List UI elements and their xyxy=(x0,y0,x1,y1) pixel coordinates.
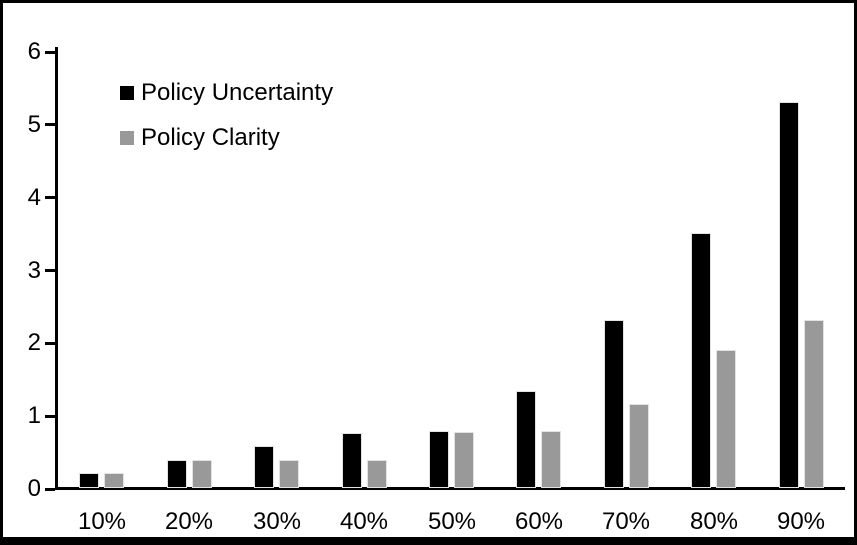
legend-label-policy-uncertainty: Policy Uncertainty xyxy=(141,79,334,106)
bar-policy-uncertainty-70% xyxy=(604,320,624,488)
bar-policy-uncertainty-10% xyxy=(79,473,99,488)
bar-policy-uncertainty-50% xyxy=(429,431,449,488)
x-tick-label-10%: 10% xyxy=(77,508,127,535)
bar-policy-uncertainty-20% xyxy=(167,460,187,488)
x-tick-label-80%: 80% xyxy=(689,508,739,535)
x-tick-label-50%: 50% xyxy=(427,508,477,535)
bar-policy-clarity-20% xyxy=(192,460,212,488)
x-tick-label-70%: 70% xyxy=(601,508,651,535)
legend-item-policy-clarity: Policy Clarity xyxy=(120,124,333,152)
bar-policy-uncertainty-60% xyxy=(516,391,536,488)
y-tick-mark xyxy=(45,123,55,127)
bar-policy-uncertainty-30% xyxy=(254,446,274,488)
bar-policy-clarity-10% xyxy=(104,473,124,488)
y-tick-label-2: 2 xyxy=(27,329,41,357)
y-tick-mark xyxy=(45,50,55,54)
bar-policy-clarity-50% xyxy=(454,432,474,488)
x-axis-line xyxy=(55,487,845,490)
y-tick-mark xyxy=(45,414,55,418)
y-tick-label-3: 3 xyxy=(27,256,41,284)
y-tick-mark xyxy=(45,196,55,200)
legend-label-policy-clarity: Policy Clarity xyxy=(141,124,280,151)
bar-policy-clarity-30% xyxy=(279,460,299,488)
bar-policy-clarity-70% xyxy=(629,404,649,488)
y-tick-label-6: 6 xyxy=(27,38,41,65)
x-tick-label-40%: 40% xyxy=(339,508,389,535)
bar-policy-clarity-80% xyxy=(716,350,736,488)
legend-item-policy-uncertainty: Policy Uncertainty xyxy=(120,79,333,107)
legend-swatch-black-icon xyxy=(120,86,134,100)
bar-policy-clarity-40% xyxy=(367,460,387,488)
y-tick-label-5: 5 xyxy=(27,110,41,138)
bar-policy-uncertainty-80% xyxy=(691,233,711,488)
bar-policy-clarity-90% xyxy=(804,320,824,488)
y-tick-mark xyxy=(45,341,55,345)
bar-policy-clarity-60% xyxy=(541,431,561,488)
x-tick-label-60%: 60% xyxy=(514,508,564,535)
legend-swatch-gray-icon xyxy=(120,131,134,145)
x-tick-label-90%: 90% xyxy=(776,508,826,535)
y-tick-mark xyxy=(45,269,55,272)
y-axis-line xyxy=(55,47,58,490)
y-tick-mark xyxy=(45,487,55,491)
x-tick-label-30%: 30% xyxy=(252,508,302,535)
bar-policy-uncertainty-40% xyxy=(342,433,362,488)
bar-policy-uncertainty-90% xyxy=(779,102,799,488)
chart-legend: Policy Uncertainty Policy Clarity xyxy=(120,79,333,169)
x-tick-label-20%: 20% xyxy=(164,508,214,535)
y-tick-label-0: 0 xyxy=(27,475,41,502)
y-tick-label-1: 1 xyxy=(27,402,41,430)
y-tick-label-4: 4 xyxy=(27,183,41,211)
